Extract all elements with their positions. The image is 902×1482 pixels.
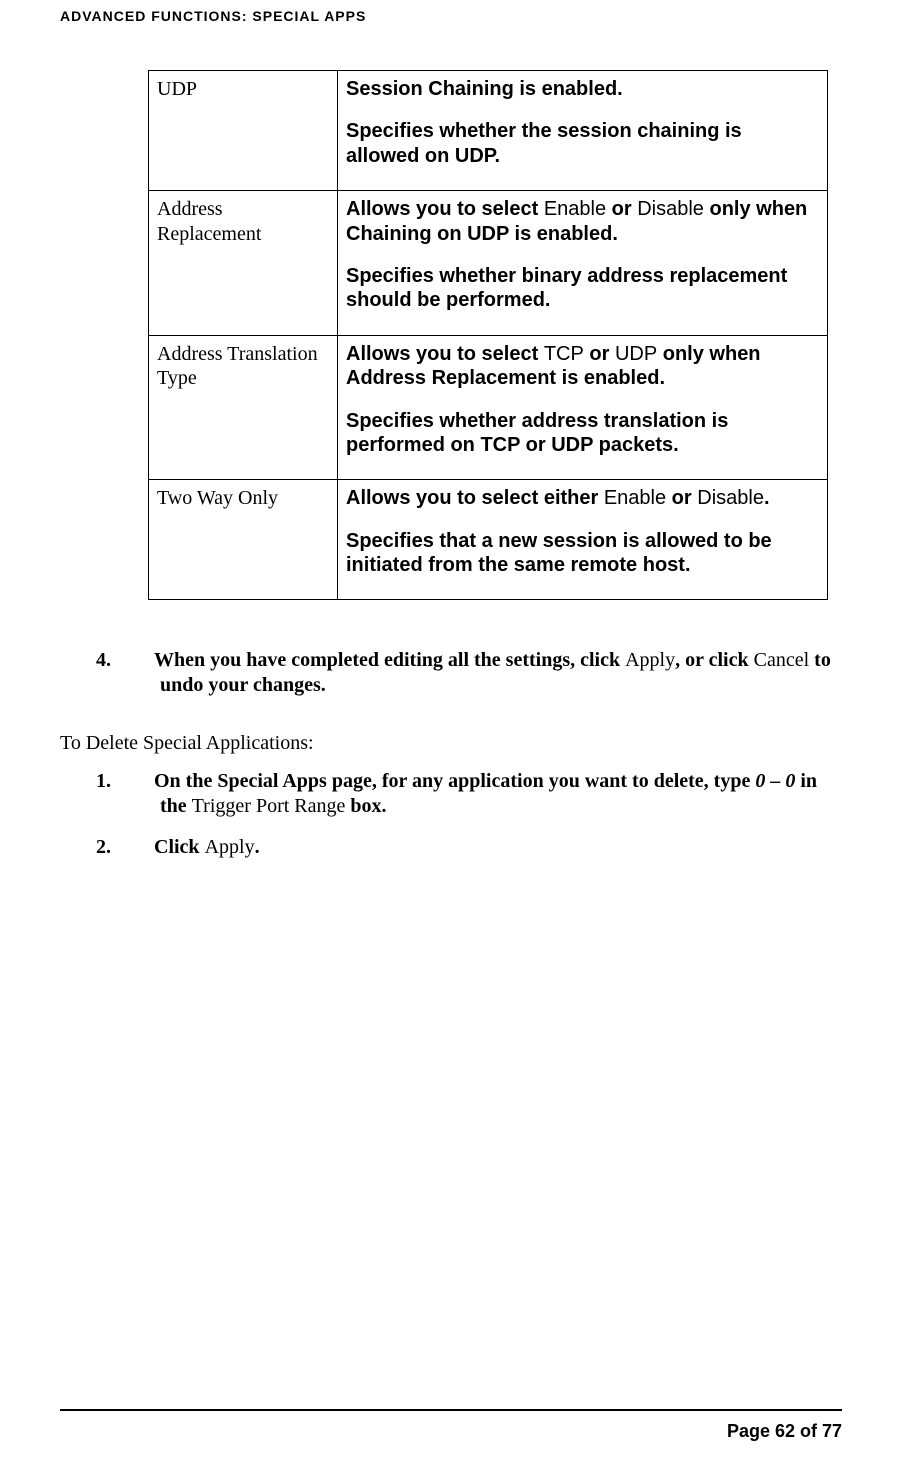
settings-table: UDPSession Chaining is enabled.Specifies… [148, 70, 828, 600]
setting-description: Allows you to select Enable or Disable o… [338, 191, 828, 336]
setting-description: Allows you to select either Enable or Di… [338, 480, 828, 600]
delete-steps: 1.On the Special Apps page, for any appl… [88, 769, 842, 860]
footer-page-number: Page 62 of 77 [60, 1421, 842, 1442]
setting-description: Allows you to select TCP or UDP only whe… [338, 335, 828, 480]
table-row: Two Way OnlyAllows you to select either … [149, 480, 828, 600]
step-list-continue: 4.When you have completed editing all th… [88, 648, 842, 698]
setting-name: Two Way Only [149, 480, 338, 600]
delete-step-1: 1.On the Special Apps page, for any appl… [128, 769, 842, 819]
setting-name: Address Replacement [149, 191, 338, 336]
page: ADVANCED FUNCTIONS: SPECIAL APPS UDPSess… [0, 0, 902, 1482]
table-row: Address ReplacementAllows you to select … [149, 191, 828, 336]
page-header: ADVANCED FUNCTIONS: SPECIAL APPS [60, 0, 842, 24]
table-row: UDPSession Chaining is enabled.Specifies… [149, 71, 828, 191]
delete-subhead: To Delete Special Applications: [60, 732, 842, 755]
footer-rule [60, 1409, 842, 1411]
step-4: 4.When you have completed editing all th… [128, 648, 842, 698]
settings-table-wrap: UDPSession Chaining is enabled.Specifies… [148, 70, 828, 600]
delete-step-2: 2.Click Apply. [128, 835, 842, 860]
table-row: Address Translation TypeAllows you to se… [149, 335, 828, 480]
setting-description: Session Chaining is enabled.Specifies wh… [338, 71, 828, 191]
setting-name: Address Translation Type [149, 335, 338, 480]
page-footer: Page 62 of 77 [60, 1409, 842, 1442]
setting-name: UDP [149, 71, 338, 191]
